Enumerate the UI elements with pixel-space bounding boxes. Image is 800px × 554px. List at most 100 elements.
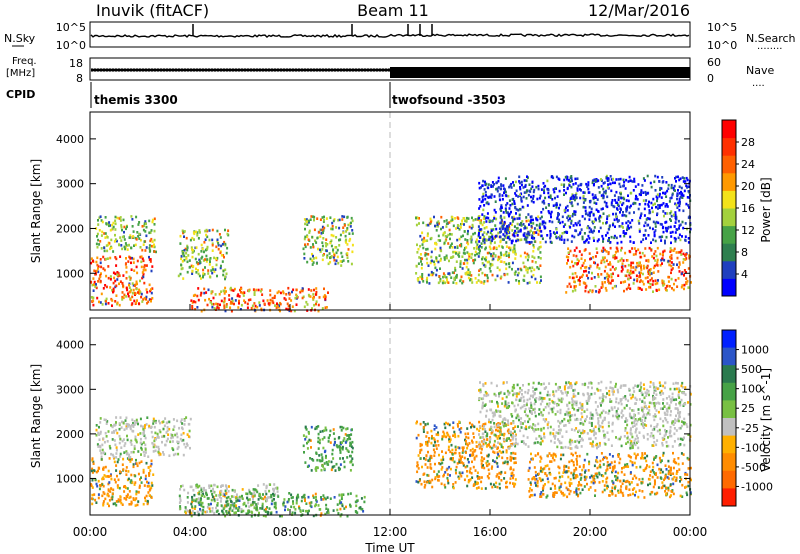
power-cell — [632, 270, 635, 274]
power-cell — [133, 284, 136, 287]
power-cell — [120, 244, 123, 247]
power-cell — [240, 303, 243, 307]
power-cell — [670, 214, 673, 218]
power-cell — [442, 279, 445, 283]
power-cell — [536, 197, 539, 201]
power-cell — [640, 240, 643, 244]
velocity-cell — [478, 446, 481, 450]
velocity-cell — [458, 477, 461, 480]
velocity-cell — [257, 502, 259, 505]
noise-left-top: 10^5 — [56, 21, 86, 34]
power-cell — [445, 276, 448, 279]
power-cell — [597, 186, 600, 189]
power-cell — [441, 281, 444, 285]
velocity-cell — [305, 502, 308, 505]
power-cell — [315, 262, 318, 265]
velocity-cell — [572, 472, 575, 475]
velocity-cell — [324, 497, 327, 501]
velocity-cell — [185, 416, 188, 419]
power-cell — [531, 255, 534, 258]
velocity-cell — [355, 504, 358, 508]
velocity-cell — [422, 421, 425, 424]
power-cell — [105, 285, 108, 289]
power-cell — [200, 257, 203, 260]
power-cell — [481, 223, 484, 227]
velocity-cell — [104, 465, 107, 469]
velocity-cell — [440, 458, 443, 462]
power-cell — [551, 198, 554, 201]
power-cell — [206, 235, 209, 239]
velocity-cell — [306, 512, 309, 515]
power-cell — [347, 260, 350, 263]
power-cell — [148, 298, 151, 301]
velocity-cell — [475, 440, 478, 444]
power-cell — [150, 229, 153, 232]
power-cell — [516, 273, 519, 277]
power-cell — [523, 232, 526, 235]
power-cell — [533, 188, 536, 192]
velocity-cell — [137, 472, 140, 476]
velocity-cell — [496, 451, 499, 454]
velocity-cell — [654, 492, 657, 496]
power-cell — [603, 269, 606, 273]
power-cell — [238, 299, 240, 303]
velocity-cell — [135, 490, 138, 493]
power-cell — [179, 234, 182, 238]
power-cell — [531, 185, 534, 188]
power-cell — [110, 238, 113, 242]
power-cell — [512, 181, 514, 184]
power-cell — [523, 265, 526, 269]
power-cell — [350, 221, 352, 225]
power-cell — [643, 224, 646, 228]
power-cell — [478, 216, 480, 220]
velocity-cell — [512, 474, 515, 477]
power-cell — [505, 229, 508, 233]
power-cell — [439, 267, 441, 270]
power-cell — [489, 195, 492, 199]
velocity-cell — [440, 482, 443, 486]
power-cell — [203, 241, 206, 244]
power-cell — [660, 223, 663, 226]
velocity-cell — [363, 495, 366, 499]
velocity-cell — [177, 445, 180, 449]
velocity-cell — [502, 461, 505, 465]
power-cell — [499, 231, 502, 234]
velocity-cell — [182, 438, 185, 442]
power-cell — [513, 217, 516, 221]
power-cell — [538, 226, 541, 230]
power-cell — [565, 206, 567, 209]
velocity-cell — [315, 503, 317, 507]
velocity-cell — [152, 450, 155, 453]
power-cell — [136, 271, 139, 275]
power-cell — [104, 302, 107, 306]
power-cell — [225, 305, 228, 308]
power-cell — [567, 179, 570, 182]
velocity-cell — [498, 449, 501, 453]
velocity-cell — [181, 484, 184, 488]
power-cell — [453, 278, 456, 281]
power-cell — [462, 251, 465, 255]
power-cell — [255, 288, 258, 292]
power-cell — [582, 261, 585, 265]
velocity-cell — [133, 483, 136, 486]
power-cell — [619, 201, 622, 204]
velocity-cell — [312, 494, 315, 498]
velocity-cell — [429, 481, 432, 484]
power-cell — [592, 256, 595, 259]
power-cell — [463, 248, 466, 252]
velocity-cell — [155, 445, 158, 449]
velocity-cell — [329, 429, 332, 433]
power-cell — [228, 298, 231, 301]
power-cell — [487, 238, 490, 242]
power-cell — [141, 248, 144, 252]
velocity-cell — [304, 461, 307, 464]
velocity-cell — [317, 432, 320, 436]
velocity-cell — [339, 514, 342, 518]
velocity-cell — [171, 436, 174, 439]
power-cell — [498, 268, 501, 272]
power-cell — [152, 245, 155, 248]
power-cell — [426, 232, 429, 235]
velocity-cell — [294, 508, 297, 511]
power-cell — [683, 287, 685, 291]
velocity-cell — [105, 435, 108, 438]
